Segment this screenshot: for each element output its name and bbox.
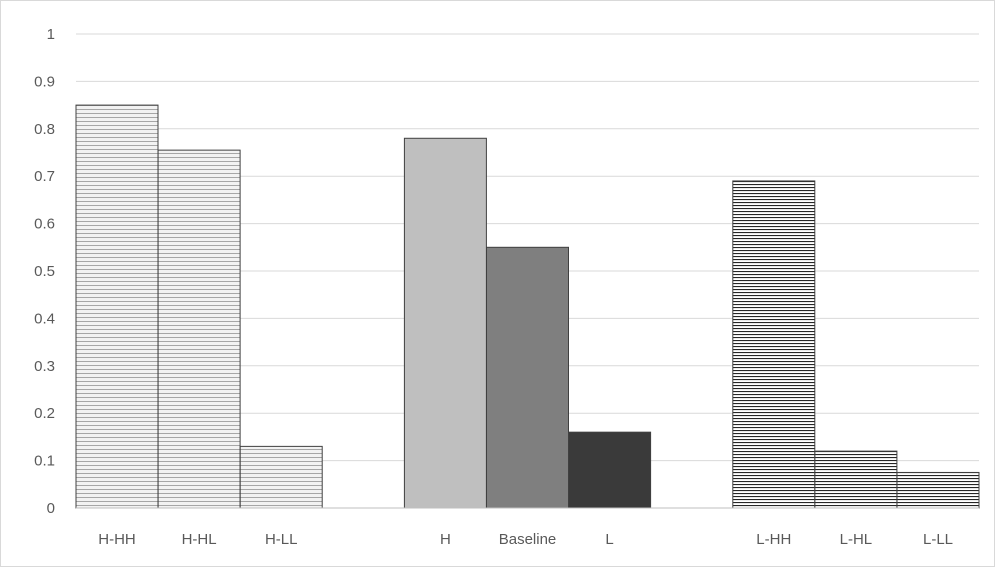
axes: 0 0.1 0.2 0.3 0.4 0.5 0.6 0.7 0.8 0.9 1 H-HH H-HL H-L… — [34, 26, 979, 548]
bar-l-ll — [896, 471, 980, 509]
y-tick-label: 0.5 — [34, 263, 55, 280]
x-tick-label: H — [440, 531, 451, 548]
bar-h-ll — [239, 445, 323, 509]
y-tick-label: 0.2 — [34, 405, 55, 422]
y-tick-label: 0.9 — [34, 73, 55, 90]
bar-h-hl — [157, 149, 241, 509]
y-tick-label: 0.4 — [34, 310, 55, 327]
bar-l — [568, 431, 652, 509]
y-tick-label: 0.3 — [34, 358, 55, 375]
x-tick-label: H-HH — [98, 531, 136, 548]
y-tick-label: 0.7 — [34, 168, 55, 185]
x-tick-label: Baseline — [499, 531, 557, 548]
bar-h-hh — [75, 104, 159, 509]
x-tick-label: L — [605, 531, 613, 548]
x-tick-label: H-LL — [265, 531, 298, 548]
y-tick-label: 0.1 — [34, 453, 55, 470]
y-tick-label: 0.8 — [34, 121, 55, 138]
bars — [75, 104, 980, 509]
y-tick-label: 0.6 — [34, 216, 55, 233]
x-tick-label: H-HL — [182, 531, 217, 548]
bar-h — [403, 137, 487, 509]
bar-l-hl — [814, 450, 898, 509]
y-tick-label: 1 — [47, 26, 55, 43]
bar-baseline — [486, 246, 569, 509]
x-tick-label: L-HH — [756, 531, 791, 548]
x-tick-label: L-LL — [923, 531, 953, 548]
bar-l-hh — [732, 180, 816, 509]
x-tick-label: L-HL — [840, 531, 873, 548]
y-tick-label: 0 — [47, 500, 55, 517]
